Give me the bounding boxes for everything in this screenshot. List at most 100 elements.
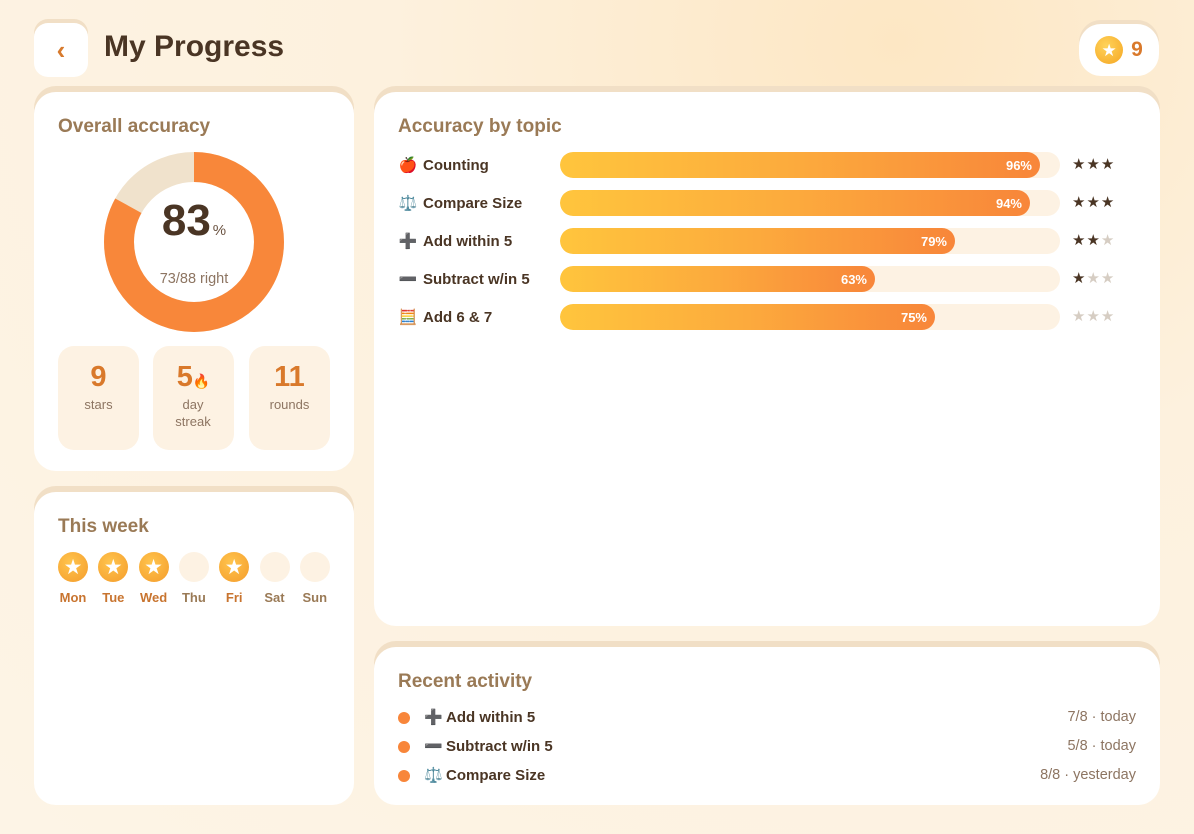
- scale-icon: ⚖️: [398, 195, 418, 212]
- empty-day-dot: [178, 552, 209, 582]
- activity-name: ➖ Subtract w/in 5: [424, 737, 553, 755]
- back-button[interactable]: ‹: [34, 23, 88, 77]
- percent-sign: %: [212, 222, 227, 239]
- topic-percent: 96%: [1005, 158, 1032, 173]
- abacus-icon: 🧮: [398, 309, 418, 326]
- topic-star-rating: ★★★: [1072, 155, 1115, 173]
- stat-value: 11: [274, 361, 305, 393]
- activity-label: Subtract w/in 5: [446, 738, 553, 755]
- star-empty-icon: ★: [1100, 232, 1116, 249]
- topic-label: Compare Size: [423, 195, 523, 212]
- topic-star-rating: ★★★: [1072, 193, 1115, 211]
- stat-stars: 9 stars: [58, 346, 139, 450]
- activity-label: Add within 5: [446, 709, 536, 726]
- stat-value: 5: [176, 361, 193, 393]
- topic-row[interactable]: ➕ Add within 5 79% ★★★: [398, 228, 1138, 254]
- star-empty-icon: ★: [1086, 308, 1101, 325]
- day-fri: ★ Fri: [219, 552, 250, 605]
- topic-row[interactable]: ⚖️ Compare Size 94% ★★★: [398, 190, 1138, 216]
- recent-activity-card: Recent activity ➕ Add within 5 7/8 · today…: [374, 647, 1160, 805]
- star-count-badge: ★ 9: [1079, 24, 1159, 76]
- topic-row[interactable]: 🧮 Add 6 & 7 75% ★★★: [398, 304, 1138, 330]
- star-icon: ★: [138, 552, 169, 582]
- stat-label: rounds: [269, 397, 310, 412]
- star-coin-icon: ★: [1095, 36, 1124, 64]
- accuracy-donut: [104, 152, 284, 332]
- day-label: Sun: [302, 590, 328, 605]
- empty-day-dot: [259, 552, 290, 582]
- activity-meta: 7/8 · today: [1067, 709, 1136, 725]
- topic-progress-fill: 79%: [560, 228, 955, 254]
- topic-label: Subtract w/in 5: [423, 271, 530, 288]
- day-tue: ★ Tue: [98, 552, 129, 605]
- topic-name: ➕ Add within 5: [398, 232, 513, 250]
- activity-dot-icon: [398, 770, 410, 782]
- chevron-left-icon: ‹: [56, 34, 66, 65]
- stat-label: stars: [84, 397, 113, 412]
- overall-accuracy-title: Overall accuracy: [58, 116, 211, 137]
- overall-accuracy-card: Overall accuracy 83% 73/88 right 9 stars…: [34, 92, 354, 471]
- activity-label: Compare Size: [446, 767, 546, 784]
- activity-meta: 5/8 · today: [1067, 738, 1136, 754]
- star-empty-icon: ★: [1100, 308, 1116, 325]
- page-title: My Progress: [104, 30, 285, 63]
- topic-percent: 94%: [995, 196, 1022, 211]
- day-label: Thu: [181, 590, 206, 605]
- stat-streak: 5🔥 day streak: [153, 346, 234, 450]
- star-filled-icon: ★: [1086, 232, 1101, 249]
- donut-fill: [104, 152, 284, 332]
- activity-item[interactable]: ➕ Add within 5 7/8 · today: [398, 707, 1136, 727]
- star-icon: ★: [58, 552, 88, 582]
- topic-name: 🍎 Counting: [398, 156, 489, 174]
- topic-row[interactable]: 🍎 Counting 96% ★★★: [398, 152, 1138, 178]
- topic-percent: 63%: [840, 272, 867, 287]
- topic-progress-fill: 96%: [560, 152, 1040, 178]
- topic-percent: 79%: [920, 234, 947, 249]
- star-filled-icon: ★: [1072, 194, 1087, 211]
- accuracy-by-topic-title: Accuracy by topic: [398, 116, 562, 137]
- day-label: Sat: [264, 590, 285, 605]
- topic-row[interactable]: ➖ Subtract w/in 5 63% ★★★: [398, 266, 1138, 292]
- activity-name: ⚖️ Compare Size: [424, 766, 545, 784]
- activity-item[interactable]: ⚖️ Compare Size 8/8 · yesterday: [398, 765, 1136, 785]
- topic-progress-track: 63%: [560, 266, 1060, 292]
- star-filled-icon: ★: [1072, 156, 1087, 173]
- topic-star-rating: ★★★: [1072, 269, 1115, 287]
- star-icon: ★: [219, 552, 250, 582]
- day-label: Fri: [225, 590, 243, 605]
- star-filled-icon: ★: [1100, 194, 1116, 211]
- activity-item[interactable]: ➖ Subtract w/in 5 5/8 · today: [398, 736, 1136, 756]
- topic-star-rating: ★★★: [1072, 231, 1115, 249]
- fire-icon: 🔥: [192, 373, 211, 389]
- plus-icon: ➕: [398, 233, 418, 250]
- star-count: 9: [1131, 38, 1143, 61]
- stat-value-wrap: 5🔥: [153, 361, 234, 394]
- day-mon: ★ Mon: [58, 552, 88, 605]
- activity-dot-icon: [398, 741, 410, 753]
- topic-progress-fill: 94%: [560, 190, 1030, 216]
- stat-label: day streak: [175, 397, 211, 429]
- topic-progress-track: 96%: [560, 152, 1060, 178]
- scale-icon: ⚖️: [424, 767, 443, 784]
- day-sat: Sat: [259, 552, 290, 605]
- day-label: Wed: [139, 590, 168, 605]
- star-empty-icon: ★: [1086, 270, 1101, 287]
- plus-icon: ➕: [424, 709, 443, 726]
- topic-name: ➖ Subtract w/in 5: [398, 270, 530, 288]
- day-wed: ★ Wed: [138, 552, 169, 605]
- day-label: Tue: [102, 590, 125, 605]
- topic-label: Add within 5: [423, 233, 513, 250]
- topic-progress-fill: 63%: [560, 266, 875, 292]
- star-empty-icon: ★: [1100, 270, 1116, 287]
- topic-name: 🧮 Add 6 & 7: [398, 308, 493, 326]
- this-week-title: This week: [58, 516, 149, 537]
- this-week-card: This week ★ Mon ★ Tue ★ Wed Thu ★ Fri Sat Sun: [34, 492, 354, 805]
- recent-activity-title: Recent activity: [398, 671, 533, 692]
- star-filled-icon: ★: [1100, 156, 1116, 173]
- star-filled-icon: ★: [1072, 232, 1087, 249]
- activity-meta: 8/8 · yesterday: [1040, 767, 1136, 783]
- day-thu: Thu: [178, 552, 209, 605]
- topic-progress-track: 79%: [560, 228, 1060, 254]
- topic-name: ⚖️ Compare Size: [398, 194, 523, 212]
- minus-icon: ➖: [424, 738, 443, 755]
